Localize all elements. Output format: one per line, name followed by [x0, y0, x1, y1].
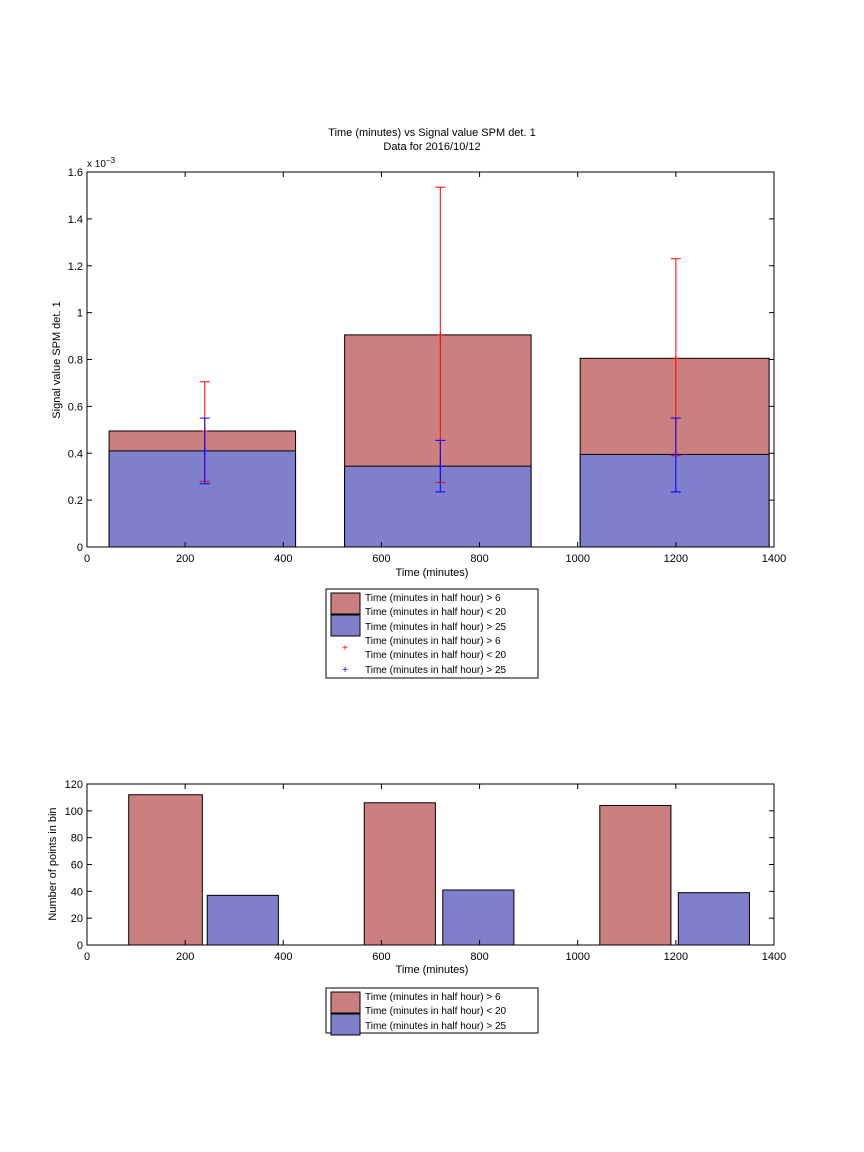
chart1-legend: Time (minutes in half hour) > 6 Time (mi…: [325, 588, 539, 679]
chart2-x-tick-label: 1200: [664, 951, 688, 963]
chart2-x-tick-label: 0: [84, 951, 90, 963]
bar-series2: [677, 892, 750, 946]
chart1-y-axis-label: Signal value SPM det. 1: [51, 301, 63, 418]
chart2-legend-box: [325, 987, 539, 1034]
chart2-y-tick-label: 40: [71, 886, 83, 898]
chart1-y-tick-label: 1: [77, 308, 83, 320]
chart2-y-tick-label: 120: [65, 779, 83, 791]
chart2-y-tick-label: 0: [77, 940, 83, 952]
chart2-y-tick-label: 80: [71, 833, 83, 845]
chart1-x-tick-label: 600: [372, 553, 390, 565]
chart2-y-tick-label: 100: [65, 806, 83, 818]
legend-label: Time (minutes in half hour) > 6: [365, 992, 501, 1003]
chart1-y-tick-label: 0: [77, 542, 83, 554]
bar-series2: [206, 894, 279, 946]
chart1-y-multiplier: x 10−3: [87, 156, 116, 170]
legend-label: Time (minutes in half hour) > 25: [365, 622, 507, 633]
chart2-x-tick-label: 800: [470, 951, 488, 963]
bar-series1: [363, 802, 436, 946]
chart1-x-tick-label: 200: [176, 553, 194, 565]
chart1-y-tick-label: 0.6: [68, 401, 83, 413]
bar-series2: [344, 465, 532, 548]
count-chart: 0 200 400 600 800 1000 1200 1400 0 20 40 60 80 100 120…: [47, 779, 786, 1036]
chart2-x-axis-label: Time (minutes): [396, 964, 469, 976]
signal-chart: Time (minutes) vs Signal value SPM det. …: [51, 127, 786, 679]
legend-label: Time (minutes in half hour) > 6: [365, 636, 501, 647]
legend-label: Time (minutes in half hour) > 25: [365, 665, 507, 676]
legend-label: Time (minutes in half hour) > 6: [365, 593, 501, 604]
chart2-y-tick-label: 60: [71, 860, 83, 872]
legend-marker-blue-plus: +: [342, 665, 348, 676]
bar-series2: [579, 453, 770, 548]
chart2-x-tick-label: 400: [274, 951, 292, 963]
chart1-y-tick-label: 0.8: [68, 355, 83, 367]
legend-label: Time (minutes in half hour) < 20: [365, 607, 507, 618]
chart1-subtitle: Data for 2016/10/12: [383, 141, 480, 153]
chart1-x-tick-label: 1200: [664, 553, 688, 565]
legend-swatch-blue-bar: [330, 614, 361, 637]
chart1-y-tick-label: 1.4: [68, 214, 83, 226]
chart2-y-tick-label: 20: [71, 913, 83, 925]
chart2-x-tick-label: 600: [372, 951, 390, 963]
chart1-x-tick-label: 1400: [762, 553, 786, 565]
chart2-x-tick-label: 1400: [762, 951, 786, 963]
chart2-legend: Time (minutes in half hour) > 6 Time (mi…: [325, 987, 539, 1036]
chart1-y-tick-label: 1.2: [68, 261, 83, 273]
legend-label: Time (minutes in half hour) < 20: [365, 1006, 507, 1017]
chart1-x-tick-label: 1000: [565, 553, 589, 565]
chart1-x-tick-label: 400: [274, 553, 292, 565]
legend-swatch-red-bar: [330, 592, 361, 615]
bar-series1: [128, 794, 203, 946]
legend-label: Time (minutes in half hour) < 20: [365, 650, 507, 661]
chart2-x-tick-label: 1000: [565, 951, 589, 963]
chart1-x-tick-label: 0: [84, 553, 90, 565]
bar-series1: [599, 804, 672, 946]
chart1-x-tick-label: 800: [470, 553, 488, 565]
chart1-y-tick-label: 0.4: [68, 448, 83, 460]
chart1-legend-box: [325, 588, 539, 679]
legend-marker-red-plus: +: [342, 643, 348, 654]
legend-swatch-red-bar: [330, 991, 361, 1014]
legend-swatch-blue-bar: [330, 1013, 361, 1036]
chart1-title: Time (minutes) vs Signal value SPM det. …: [328, 127, 535, 139]
bar-series2: [442, 889, 515, 946]
chart1-x-axis-label: Time (minutes): [396, 567, 469, 579]
legend-label: Time (minutes in half hour) > 25: [365, 1021, 507, 1032]
chart2-y-axis-label: Number of points in bin: [47, 807, 59, 920]
chart2-x-tick-label: 200: [176, 951, 194, 963]
bar-series2: [108, 450, 297, 548]
chart1-y-tick-label: 1.6: [68, 167, 83, 179]
chart1-y-tick-label: 0.2: [68, 495, 83, 507]
